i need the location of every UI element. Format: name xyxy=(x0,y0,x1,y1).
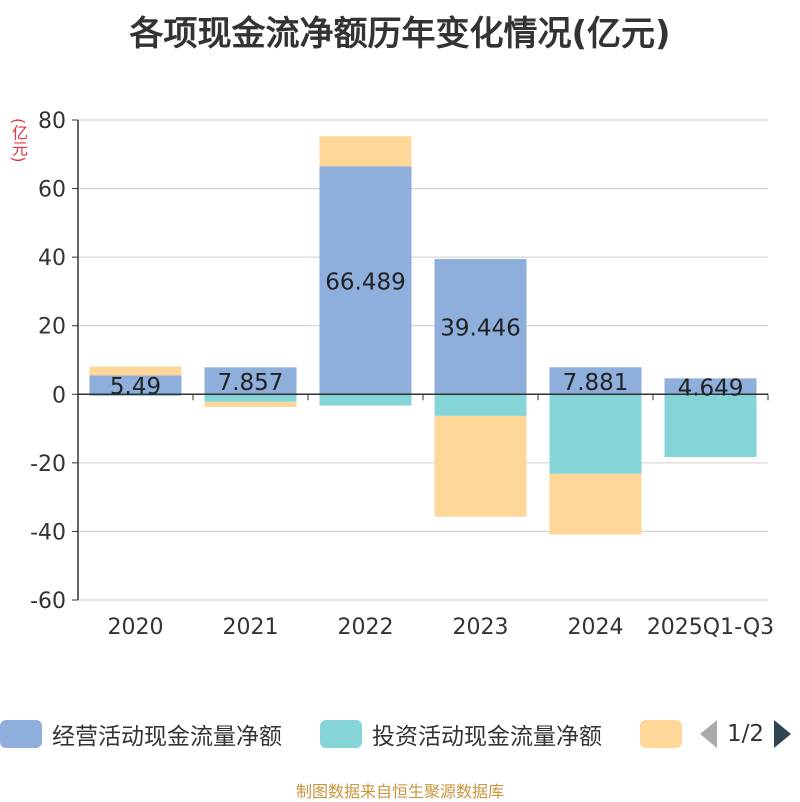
x-category-label-2024: 2024 xyxy=(568,615,624,640)
x-category-label-2021: 2021 xyxy=(223,615,279,640)
legend-page-indicator: 1/2 xyxy=(727,721,765,747)
bar-s2-2023 xyxy=(434,415,527,517)
legend: 经营活动现金流量净额 投资活动现金流量净额 1/2 xyxy=(0,714,800,754)
legend-swatch-investing xyxy=(320,720,362,748)
data-label-2024: 7.881 xyxy=(563,370,629,396)
x-category-label-2022: 2022 xyxy=(338,615,394,640)
y-tick-label-5: -20 xyxy=(30,452,66,477)
legend-item-operating[interactable]: 经营活动现金流量净额 xyxy=(0,718,282,750)
chart-canvas: 80 60 40 20 0 -20 -40 -60 5.49 7.857 66.489 39.446 7… xyxy=(30,109,774,640)
legend-swatch-financing xyxy=(640,720,682,748)
chart-title: 各项现金流净额历年变化情况(亿元) xyxy=(129,14,671,54)
data-label-2022: 66.489 xyxy=(325,269,405,295)
bar-s1-2023 xyxy=(434,394,527,416)
bar-s2-2024 xyxy=(549,473,642,535)
bar-s0-2025Q1-Q3 xyxy=(664,378,757,395)
bar-s2-2020 xyxy=(89,366,182,376)
y-tick-label-7: -60 xyxy=(30,589,66,614)
data-label-2021: 7.857 xyxy=(218,370,284,396)
bar-s0-2024 xyxy=(549,367,642,395)
legend-swatch-operating xyxy=(0,720,42,748)
x-category-label-2023: 2023 xyxy=(453,615,509,640)
y-tick-label-0: 80 xyxy=(38,109,66,134)
legend-prev-page-icon[interactable] xyxy=(700,720,717,748)
y-tick-label-2: 40 xyxy=(38,246,66,271)
bar-s1-2020 xyxy=(89,394,182,396)
legend-next-page-icon[interactable] xyxy=(774,720,792,748)
bar-s0-2020 xyxy=(89,375,182,395)
y-tick-label-1: 60 xyxy=(38,178,66,203)
bar-s2-2021 xyxy=(204,401,297,407)
y-tick-label-6: -40 xyxy=(30,520,66,545)
y-axis-unit-label: (亿元) xyxy=(9,118,28,163)
legend-item-investing[interactable]: 投资活动现金流量净额 xyxy=(320,718,602,750)
x-category-label-2020: 2020 xyxy=(108,615,164,640)
legend-item-financing[interactable] xyxy=(640,718,682,750)
bar-s1-2024 xyxy=(549,394,642,474)
bar-s0-2023 xyxy=(434,259,527,395)
data-label-2025Q1-Q3: 4.649 xyxy=(678,375,744,401)
legend-label-investing: 投资活动现金流量净额 xyxy=(372,724,602,750)
bar-s0-2021 xyxy=(204,367,297,395)
legend-pager: 1/2 xyxy=(700,714,792,754)
data-source-note: 制图数据来自恒生聚源数据库 xyxy=(295,782,504,801)
data-label-2020: 5.49 xyxy=(110,374,161,400)
y-tick-label-4: 0 xyxy=(52,383,66,408)
legend-label-operating: 经营活动现金流量净额 xyxy=(52,724,282,750)
data-label-2023: 39.446 xyxy=(440,316,520,342)
bar-s2-2022 xyxy=(319,136,412,167)
bar-s0-2022 xyxy=(319,166,412,395)
x-category-label-2025Q1-Q3: 2025Q1-Q3 xyxy=(647,615,774,640)
bar-s1-2022 xyxy=(319,394,412,406)
bar-s1-2021 xyxy=(204,394,297,402)
bar-s1-2025Q1-Q3 xyxy=(664,394,757,458)
y-tick-label-3: 20 xyxy=(38,315,66,340)
